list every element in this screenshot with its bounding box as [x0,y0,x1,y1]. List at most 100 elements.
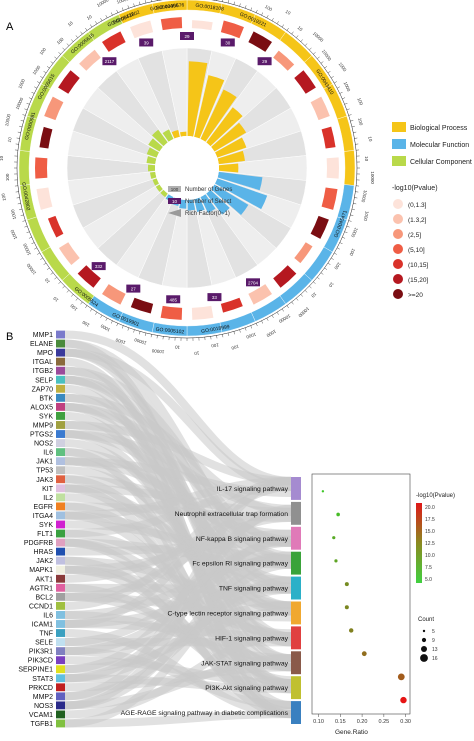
pathway-node [291,477,301,500]
outer-tick [31,242,35,245]
scale-tick-label: 10 [367,136,373,142]
outer-tick [40,76,43,79]
scale-tick-label: 100 [211,342,219,348]
gene-label: SERPINE1 [18,667,53,674]
colorbar-title: -log10(Pvalue) [416,493,455,499]
outer-tick [80,31,83,35]
outer-tick [244,5,247,9]
outer-tick [286,305,289,309]
outer-tick [351,125,355,128]
count-legend-dot [420,654,428,662]
outer-tick [62,285,65,289]
select-count-label: 30 [225,40,231,45]
scale-tick-label: 100 [39,46,48,55]
select-count-box [220,38,235,47]
outer-tick [43,71,47,74]
outer-tick [227,332,230,336]
dot-point [334,559,338,563]
gene-label: CCND1 [29,603,53,610]
rich-factor-bar [218,163,239,173]
gene-label: MPO [37,350,54,357]
pathway-label: TNF signaling pathway [219,586,289,593]
rich-legend-swatch [168,209,181,217]
outer-tick [28,97,32,100]
gene-node [56,375,65,384]
count-legend-label: 9 [432,638,435,644]
outer-tick [37,81,40,84]
pvalue-legend-title: -log10(Pvalue) [392,185,438,192]
outer-tick [271,18,274,21]
gene-label: PIK3R1 [29,649,53,656]
gene-node [56,348,65,357]
pathway-node [291,526,301,550]
outer-tick [353,203,357,205]
x-tick-label: 0.15 [335,719,346,725]
scale-tick-label: 10000 [321,49,333,62]
outer-tick [24,108,28,111]
gene-node [56,466,65,475]
pvalue-bin-swatch [393,259,403,269]
dot-point [344,605,349,610]
gene-label: ZAP70 [32,386,54,393]
panel-a-label: A [6,21,14,33]
gene-label: SELP [35,377,53,384]
outer-tick [222,0,223,2]
gene-count-bar [273,50,295,71]
outer-tick [309,47,312,51]
select-legend-value: 10 [172,199,178,204]
gene-label: JAK2 [36,558,53,565]
rich-factor-bar [147,164,156,172]
gene-node [56,601,65,610]
x-tick-label: 0.10 [313,719,324,725]
dotplot-xlabel: Gene.Ratio [335,729,368,736]
gene-label: NOS2 [34,441,53,448]
scale-tick-label: 10000 [133,337,147,346]
outer-tick [71,39,74,42]
outer-tick [261,12,264,16]
pvalue-bin-swatch [393,274,403,284]
outer-tick [122,325,124,329]
pathway-label: Fc epsilon RI signaling pathway [192,561,288,568]
scale-tick-label: 1000 [10,208,17,219]
rich-factor-bar [180,131,187,137]
pathway-label: AGE-RAGE signaling pathway in diabetic c… [121,710,289,717]
gene-label: TNF [39,631,53,638]
outer-tick [20,214,24,216]
go-term-label: GO:0042802 [20,182,31,211]
scale-tick-label: 1000 [265,329,277,339]
gene-label: EGFR [34,504,53,511]
gene-count-bar [321,126,336,149]
pvalue-bin-swatch [393,229,403,239]
outer-tick [34,247,37,250]
outer-tick [50,272,54,275]
gene-count-bar [102,284,126,305]
select-legend-swatch [168,198,181,204]
outer-tick [66,290,70,293]
gene-label: JAK3 [36,477,53,484]
scale-tick-label: 1000 [245,332,257,340]
outer-tick [85,305,88,309]
scale-tick-label: 10 [7,136,13,142]
outer-tick [281,24,284,28]
gene-count-bar [191,20,213,31]
gene-count-bar [294,70,316,94]
gene-node [56,448,65,457]
gene-node [56,457,65,466]
outer-tick [350,214,354,216]
pathway-label: C-type lectin receptor signaling pathway [167,610,288,617]
gene-node [56,620,65,628]
gene-node [56,592,65,601]
outer-tick [337,86,340,89]
outer-tick [139,331,141,335]
outer-tick [95,312,98,315]
outer-tick [304,43,308,46]
outer-tick [324,66,328,69]
gene-node [56,701,65,710]
gene-count-bar [58,70,80,94]
dot-point [336,512,340,517]
go-category-swatch [392,156,406,166]
gene-label: SYK [39,413,53,420]
gene-count-bar [321,187,338,210]
rich-factor-bar [152,129,168,147]
